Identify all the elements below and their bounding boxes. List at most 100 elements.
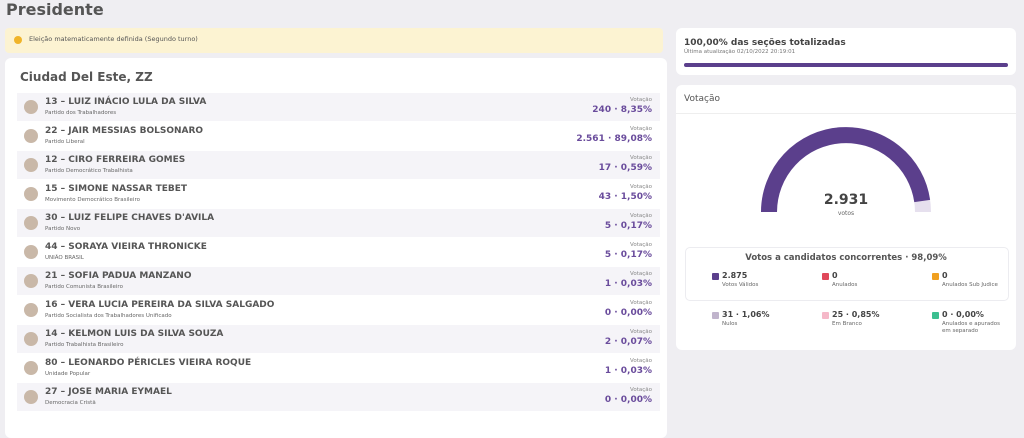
result-label: Votação: [630, 387, 652, 393]
result-label: Votação: [630, 213, 652, 219]
candidate-result: 0 · 0,00%: [604, 308, 652, 318]
candidate-photo: [24, 361, 38, 375]
candidate-name: 44 – SORAYA VIEIRA THRONICKE: [45, 242, 207, 252]
candidate-row: 80 – LEONARDO PÉRICLES VIEIRA ROQUE Unida…: [17, 354, 660, 382]
gauge: [761, 127, 931, 213]
candidate-photo: [24, 274, 38, 288]
alert: Eleição matematicamente definida (Segund…: [5, 28, 663, 53]
progress-card: 100,00% das seções totalizadas Última at…: [676, 28, 1016, 75]
progress-updated: Última atualização 02/10/2022 20:19:01: [684, 49, 796, 55]
candidate-name: 80 – LEONARDO PÉRICLES VIEIRA ROQUE: [45, 358, 252, 368]
stat-swatch: [712, 312, 719, 319]
candidate-name: 22 – JAIR MESSIAS BOLSONARO: [45, 126, 204, 136]
result-label: Votação: [630, 358, 652, 364]
candidate-photo: [24, 390, 38, 404]
candidate-photo: [24, 187, 38, 201]
candidate-party: Partido dos Trabalhadores: [45, 110, 117, 116]
candidate-result: 5 · 0,17%: [604, 221, 652, 231]
result-label: Votação: [630, 242, 652, 248]
gauge-fill: [761, 127, 931, 213]
stat-label: Votos Válidos: [722, 282, 759, 288]
candidate-row: 14 – KELMON LUIS DA SILVA SOUZA Partido T…: [17, 325, 660, 353]
summary-box: [685, 247, 1009, 301]
stat-swatch: [932, 273, 939, 280]
stat-label: Anulados Sub Judice: [942, 282, 998, 288]
progress-bar: [684, 63, 1008, 67]
result-label: Votação: [630, 126, 652, 132]
candidate-party: Democracia Cristã: [45, 400, 96, 406]
candidate-result: 1 · 0,03%: [604, 366, 652, 376]
candidate-party: Partido Trabalhista Brasileiro: [45, 342, 124, 348]
candidate-row: 30 – LUIZ FELIPE CHAVES D'AVILA Partido N…: [17, 209, 660, 237]
stat-value: 0: [832, 271, 838, 280]
summary: Votos a candidatos concorrentes · 98,09%: [745, 253, 947, 263]
candidate-name: 14 – KELMON LUIS DA SILVA SOUZA: [45, 329, 224, 339]
stat-swatch: [712, 273, 719, 280]
candidate-result: 43 · 1,50%: [598, 192, 652, 202]
page-title: Presidente: [6, 0, 104, 19]
candidate-row: 21 – SOFIA PADUA MANZANO Partido Comunist…: [17, 267, 660, 295]
stat-value: 0: [942, 271, 948, 280]
candidate-row: 44 – SORAYA VIEIRA THRONICKE UNIÃO BRASIL…: [17, 238, 660, 266]
stat-label: Em Branco: [832, 321, 862, 327]
candidate-result: 240 · 8,35%: [592, 105, 652, 115]
stat-value: 2.875: [722, 271, 748, 280]
candidate-photo: [24, 303, 38, 317]
results-card: Ciudad Del Este, ZZ 13 – LUIZ INÁCIO LUL…: [5, 58, 667, 438]
candidate-row: 16 – VERA LUCIA PEREIRA DA SILVA SALGADO…: [17, 296, 660, 324]
candidate-party: Partido Liberal: [45, 139, 85, 145]
result-label: Votação: [630, 329, 652, 335]
candidate-party: Unidade Popular: [45, 371, 91, 377]
candidate-photo: [24, 332, 38, 346]
result-label: Votação: [630, 97, 652, 103]
candidate-row: 12 – CIRO FERREIRA GOMES Partido Democrát…: [17, 151, 660, 179]
progress-title: 100,00% das seções totalizadas: [684, 38, 846, 48]
stat-value: 0 · 0,00%: [942, 310, 984, 319]
total-label: votos: [837, 210, 855, 217]
stat-value: 31 · 1,06%: [722, 310, 770, 319]
page: {"header": {"title": "Presidente"}, "ale…: [5, 0, 1016, 438]
candidate-photo: [24, 158, 38, 172]
candidate-photo: [24, 216, 38, 230]
candidate-name: 12 – CIRO FERREIRA GOMES: [45, 155, 186, 165]
candidate-photo: [24, 245, 38, 259]
alert-text: Eleição matematicamente definida (Segund…: [29, 35, 198, 43]
votes-title: Votação: [684, 94, 720, 104]
candidate-name: 27 – JOSE MARIA EYMAEL: [45, 387, 172, 397]
votes-card: Votação 2.931 votos Votos a candidatos c…: [676, 85, 1016, 350]
candidate-party: Partido Comunista Brasileiro: [45, 284, 123, 290]
candidate-name: 15 – SIMONE NASSAR TEBET: [45, 184, 188, 194]
candidate-result: 2.561 · 89,08%: [576, 134, 652, 144]
candidate-result: 5 · 0,17%: [604, 250, 652, 260]
total-votes: 2.931: [823, 192, 869, 208]
candidate-result: 2 · 0,07%: [604, 337, 652, 347]
stat-label: Anulados: [832, 282, 858, 288]
stat-swatch: [932, 312, 939, 319]
stat-label: Nulos: [722, 321, 738, 327]
candidate-photo: [24, 100, 38, 114]
candidate-party: UNIÃO BRASIL: [45, 255, 84, 261]
alert-icon: [14, 36, 22, 44]
candidate-party: Partido Novo: [45, 226, 81, 232]
candidate-result: 0 · 0,00%: [604, 395, 652, 405]
stat-label: Anulados e apurados em separado: [942, 321, 1000, 334]
candidate-name: 16 – VERA LUCIA PEREIRA DA SILVA SALGADO: [45, 300, 275, 310]
result-label: Votação: [630, 155, 652, 161]
candidate-name: 13 – LUIZ INÁCIO LULA DA SILVA: [45, 97, 207, 107]
candidate-result: 17 · 0,59%: [598, 163, 652, 173]
candidate-party: Movimento Democrático Brasileiro: [45, 197, 140, 203]
candidate-row: 22 – JAIR MESSIAS BOLSONARO Partido Liber…: [17, 122, 660, 150]
candidate-result: 1 · 0,03%: [604, 279, 652, 289]
result-label: Votação: [630, 271, 652, 277]
location: Ciudad Del Este, ZZ: [20, 70, 153, 84]
stat-value: 25 · 0,85%: [832, 310, 880, 319]
candidate-photo: [24, 129, 38, 143]
candidate-name: 21 – SOFIA PADUA MANZANO: [45, 271, 192, 281]
separator: [676, 113, 1016, 114]
candidate-row: 27 – JOSE MARIA EYMAEL Democracia Cristã V…: [17, 383, 660, 411]
candidate-party: Partido Democrático Trabalhista: [45, 168, 133, 174]
result-label: Votação: [630, 184, 652, 190]
result-label: Votação: [630, 300, 652, 306]
stat-swatch: [822, 273, 829, 280]
stat-swatch: [822, 312, 829, 319]
